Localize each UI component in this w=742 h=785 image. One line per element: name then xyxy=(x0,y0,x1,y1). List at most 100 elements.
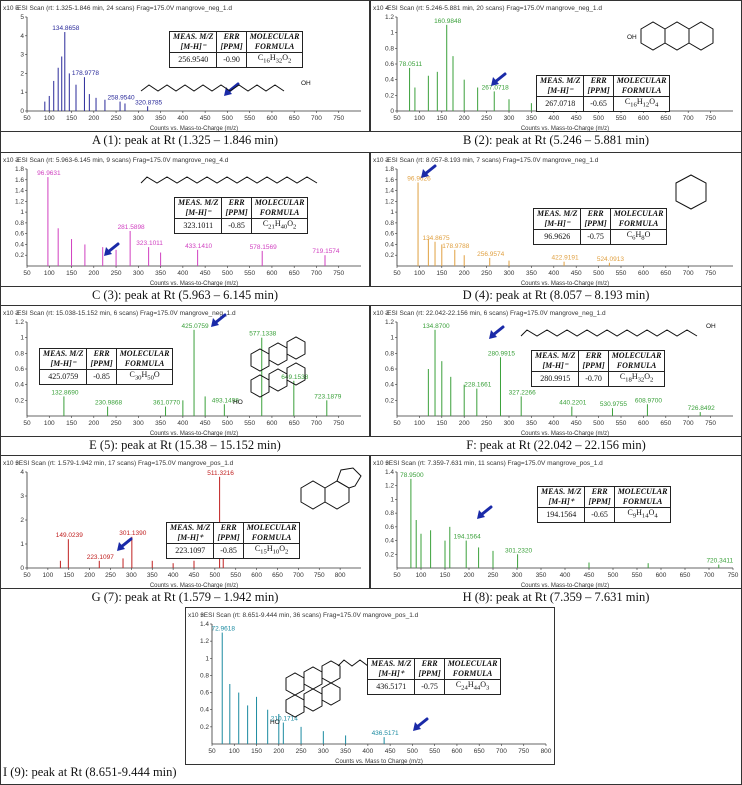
formula-table: MEAS. M/Z [M-H]⁻ ERR [PPM] MOLECULAR FORMULA … xyxy=(535,75,671,112)
arrow-head-icon xyxy=(117,542,125,551)
peak-label: 511.3216 xyxy=(207,470,234,477)
y-tick-label: 4 xyxy=(20,469,24,476)
peak-label: 720.3411 xyxy=(706,558,733,565)
formula-table: MEAS. M/Z [M-H]⁻ ERR [PPM] MOLECULAR FORMULA … xyxy=(38,348,174,385)
formula-value: C21H40O2 xyxy=(250,218,309,234)
err-header: ERR [PPM] xyxy=(584,486,615,508)
y-tick-label: 0.2 xyxy=(15,252,24,259)
structure-icon: OH xyxy=(627,21,714,51)
x-tick-label: 700 xyxy=(311,420,322,427)
peak-label: 493.1498 xyxy=(212,397,239,404)
err-header: ERR [PPM] xyxy=(221,197,252,219)
err-header: ERR [PPM] xyxy=(583,75,614,97)
x-tick-label: 550 xyxy=(632,572,643,579)
structure-icon: HO xyxy=(233,336,306,406)
formula-header: MOLECULAR FORMULA xyxy=(612,75,671,97)
x-tick-label: 550 xyxy=(244,115,255,122)
x-tick-label: 550 xyxy=(244,270,255,277)
formula-value: C9H14O4 xyxy=(613,507,672,523)
y-tick-label: 3 xyxy=(20,52,24,59)
arrow-icon xyxy=(479,505,493,517)
x-tick-label: 350 xyxy=(536,572,547,579)
x-tick-label: 400 xyxy=(168,572,179,579)
x-tick-label: 700 xyxy=(311,270,322,277)
x-tick-label: 450 xyxy=(571,270,582,277)
spectrum-svg: -ESI Scan (rt: 8.057-8.193 min, 7 scans)… xyxy=(373,157,733,287)
formula-header: MOLECULAR FORMULA xyxy=(115,348,174,370)
peak-label: 723.1879 xyxy=(314,393,341,400)
x-tick-label: 150 xyxy=(66,115,77,122)
mz-value: 436.5171 xyxy=(366,679,416,695)
x-tick-label: 300 xyxy=(133,115,144,122)
x-tick-label: 750 xyxy=(314,572,325,579)
scan-header: +ESI Scan (rt: 1.579-1.942 min, 17 scans… xyxy=(15,460,234,467)
peak-label: 608.9700 xyxy=(635,397,662,404)
y-tick-label: 0.2 xyxy=(385,551,394,558)
scale-label: x10 3 xyxy=(188,612,204,619)
x-tick-label: 150 xyxy=(251,748,262,755)
x-tick-label: 550 xyxy=(616,420,627,427)
x-tick-label: 300 xyxy=(504,115,515,122)
y-tick-label: 1 xyxy=(205,655,209,662)
x-tick-label: 250 xyxy=(111,115,122,122)
scale-label: x10 3 xyxy=(3,460,19,467)
formula-table: MEAS. M/Z [M-H]⁺ ERR [PPM] MOLECULAR FORMULA … xyxy=(366,658,502,695)
x-tick-label: 400 xyxy=(548,420,559,427)
panel-caption: G (7): peak at Rt (1.579 – 1.942 min) xyxy=(91,590,279,604)
x-tick-label: 150 xyxy=(436,420,447,427)
x-axis-label: Counts vs. Mass-to-Charge (m/z) xyxy=(150,431,238,437)
arrow-icon xyxy=(213,313,227,325)
x-tick-label: 550 xyxy=(429,748,440,755)
mz-header: MEAS. M/Z [M-H]⁺ xyxy=(366,658,416,680)
x-tick-label: 600 xyxy=(251,572,262,579)
peak-label: 422.9191 xyxy=(552,255,579,262)
formula-header: MOLECULAR FORMULA xyxy=(245,31,304,53)
scan-header: +ESI Scan (rt: 8.651-9.444 min, 36 scans… xyxy=(200,612,419,619)
svg-text:OH: OH xyxy=(301,80,311,87)
x-tick-label: 700 xyxy=(683,420,694,427)
peak-label: 719.1574 xyxy=(312,248,339,255)
x-tick-label: 750 xyxy=(333,270,344,277)
x-tick-label: 500 xyxy=(593,270,604,277)
panel-f: -ESI Scan (rt: 22.042-22.156 min, 6 scan… xyxy=(370,305,742,437)
mz-header: MEAS. M/Z [M-H]⁻ xyxy=(535,75,585,97)
scan-header: +ESI Scan (rt: 7.359-7.631 min, 11 scans… xyxy=(385,460,603,467)
y-tick-label: 1.6 xyxy=(15,177,24,184)
scan-header: -ESI Scan (rt: 15.038-15.152 min, 6 scan… xyxy=(15,310,236,317)
x-tick-label: 400 xyxy=(548,270,559,277)
spectrum-svg: -ESI Scan (rt: 1.325-1.846 min, 24 scans… xyxy=(3,5,361,132)
peak-label: 281.5898 xyxy=(118,224,145,231)
y-tick-label: 2 xyxy=(20,517,24,524)
x-tick-label: 700 xyxy=(311,115,322,122)
x-tick-label: 600 xyxy=(267,270,278,277)
mz-value: 280.9915 xyxy=(530,371,580,387)
x-tick-label: 500 xyxy=(407,748,418,755)
x-tick-label: 500 xyxy=(222,420,233,427)
peak-label: 425.0759 xyxy=(181,323,208,330)
peak-label: 649.1538 xyxy=(281,374,308,381)
y-tick-label: 1.4 xyxy=(385,188,394,195)
mz-header: MEAS. M/Z [M-H]⁻ xyxy=(38,348,88,370)
err-value: -0.65 xyxy=(584,507,615,523)
peak-label: 436.5171 xyxy=(372,730,399,737)
y-tick-label: 1.8 xyxy=(385,166,394,173)
panel-d: -ESI Scan (rt: 8.057-8.193 min, 7 scans)… xyxy=(370,152,742,287)
x-tick-label: 100 xyxy=(414,270,425,277)
x-tick-label: 50 xyxy=(23,420,31,427)
x-tick-label: 650 xyxy=(660,115,671,122)
arrow-icon xyxy=(423,164,437,176)
y-tick-label: 2 xyxy=(20,70,24,77)
x-tick-label: 400 xyxy=(177,420,188,427)
y-tick-label: 0.6 xyxy=(385,524,394,531)
y-tick-label: 0.8 xyxy=(200,672,209,679)
x-tick-label: 50 xyxy=(393,270,401,277)
y-tick-label: 0 xyxy=(390,108,394,115)
arrow-head-icon xyxy=(413,722,421,731)
formula-header: MOLECULAR FORMULA xyxy=(609,208,668,230)
x-tick-label: 650 xyxy=(272,572,283,579)
x-tick-label: 150 xyxy=(436,270,447,277)
formula-table: MEAS. M/Z [M-H]⁻ ERR [PPM] MOLECULAR FORMULA … xyxy=(532,208,668,245)
x-tick-label: 50 xyxy=(23,572,31,579)
panel-i: +ESI Scan (rt: 8.651-9.444 min, 36 scans… xyxy=(185,607,555,765)
x-tick-label: 500 xyxy=(593,115,604,122)
